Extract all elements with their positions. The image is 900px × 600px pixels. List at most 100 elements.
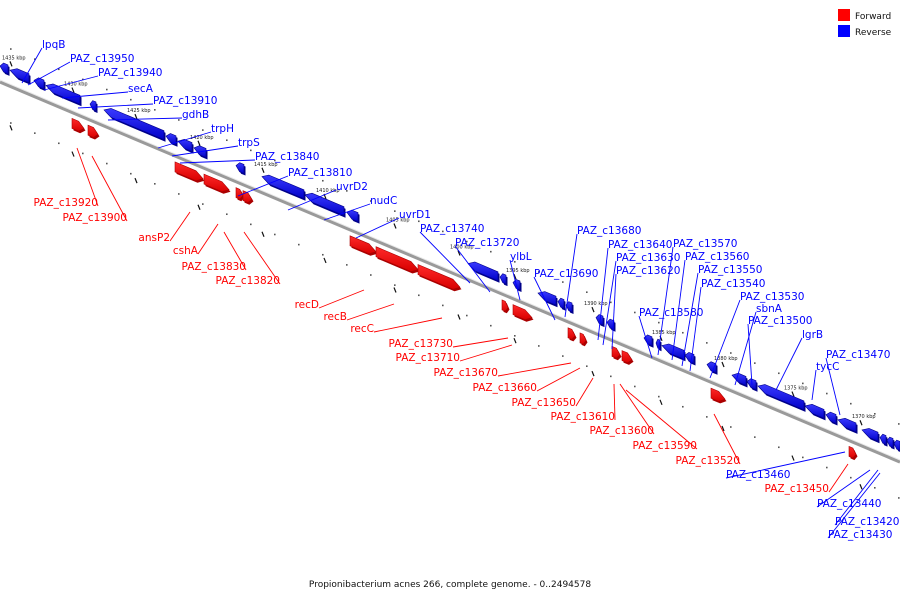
label-paz_c13460[interactable]: PAZ_c13460 xyxy=(726,469,790,481)
label-paz_c13450[interactable]: PAZ_c13450 xyxy=(765,483,829,495)
label-paz_c13420[interactable]: PAZ_c13420 xyxy=(835,516,899,528)
label-tycc[interactable]: tycC xyxy=(816,361,839,373)
label-trps[interactable]: trpS xyxy=(238,137,260,149)
label-paz_c13440[interactable]: PAZ_c13440 xyxy=(817,498,881,510)
label-paz_c13720[interactable]: PAZ_c13720 xyxy=(455,237,519,249)
label-paz_c13520[interactable]: PAZ_c13520 xyxy=(676,455,740,467)
forward-gene-arrow[interactable] xyxy=(235,187,244,200)
forward-gene-arrow[interactable] xyxy=(512,304,533,321)
forward-gene-arrow[interactable] xyxy=(349,235,377,255)
label-paz_c13630[interactable]: PAZ_c13630 xyxy=(616,252,680,264)
reverse-gene-arrow[interactable] xyxy=(886,436,894,448)
label-paz_c13470[interactable]: PAZ_c13470 xyxy=(826,349,890,361)
label-paz_c13740-leader xyxy=(419,231,471,284)
label-nudc[interactable]: nudC xyxy=(370,195,397,207)
label-paz_c13430[interactable]: PAZ_c13430 xyxy=(828,529,892,541)
reverse-gene-arrow[interactable] xyxy=(261,174,305,200)
label-uvrd1[interactable]: uvrD1 xyxy=(399,209,431,221)
label-paz_c13740[interactable]: PAZ_c13740 xyxy=(420,223,484,235)
reverse-gene-arrow[interactable] xyxy=(804,403,825,419)
reverse-gene-arrow[interactable] xyxy=(861,428,879,442)
label-paz_c13710[interactable]: PAZ_c13710 xyxy=(396,352,460,364)
reverse-gene-arrow[interactable] xyxy=(33,77,45,90)
label-recc[interactable]: recC xyxy=(350,323,374,335)
label-recd[interactable]: recD xyxy=(295,299,319,311)
reverse-gene-arrow[interactable] xyxy=(757,384,805,411)
reverse-gene-arrow[interactable] xyxy=(879,433,887,446)
label-paz_c13900[interactable]: PAZ_c13900 xyxy=(63,212,127,224)
forward-gene-arrow[interactable] xyxy=(621,350,633,364)
reverse-gene-arrow[interactable] xyxy=(893,439,900,451)
label-paz_c13600[interactable]: PAZ_c13600 xyxy=(590,425,654,437)
label-ansp2[interactable]: ansP2 xyxy=(138,232,170,244)
forward-gene-arrow[interactable] xyxy=(848,445,857,459)
label-gdhb[interactable]: gdhB xyxy=(182,109,209,121)
reverse-gene-arrow[interactable] xyxy=(89,100,97,112)
label-paz_c13610[interactable]: PAZ_c13610 xyxy=(551,411,615,423)
label-paz_c13680[interactable]: PAZ_c13680 xyxy=(577,225,641,237)
label-paz_c13620[interactable]: PAZ_c13620 xyxy=(616,265,680,277)
reverse-gene-arrow[interactable] xyxy=(837,417,857,433)
reverse-gene-arrow[interactable] xyxy=(103,108,165,141)
forward-gene-arrow[interactable] xyxy=(71,117,85,132)
reverse-gene-arrow[interactable] xyxy=(235,162,245,174)
label-recb[interactable]: recB xyxy=(323,311,347,323)
forward-track-dot xyxy=(10,122,12,124)
reverse-gene-arrow[interactable] xyxy=(731,372,747,386)
label-uvrd2[interactable]: uvrD2 xyxy=(336,181,368,193)
reverse-track-dot xyxy=(58,68,60,71)
label-lpqb[interactable]: lpqB xyxy=(42,39,65,51)
label-seca[interactable]: secA xyxy=(128,83,154,95)
label-paz_c13830[interactable]: PAZ_c13830 xyxy=(182,261,246,273)
label-sbna[interactable]: sbnA xyxy=(756,303,783,315)
label-paz_c13950[interactable]: PAZ_c13950 xyxy=(70,53,134,65)
reverse-gene-arrow[interactable] xyxy=(499,273,507,285)
reverse-track-dot xyxy=(634,311,636,314)
label-paz_c13540[interactable]: PAZ_c13540 xyxy=(701,278,765,290)
label-ylbl[interactable]: ylbL xyxy=(510,251,532,263)
forward-track-dot xyxy=(58,142,60,145)
label-paz_c13570[interactable]: PAZ_c13570 xyxy=(673,238,737,250)
forward-gene-arrow[interactable] xyxy=(375,246,419,272)
forward-gene-arrow[interactable] xyxy=(567,327,576,340)
axis-highlight xyxy=(0,79,900,461)
label-lgrb[interactable]: lgrB xyxy=(802,329,823,341)
label-paz_c13690[interactable]: PAZ_c13690 xyxy=(534,268,598,280)
forward-gene-arrow[interactable] xyxy=(710,387,726,402)
forward-gene-arrow[interactable] xyxy=(501,299,509,312)
reverse-gene-arrow[interactable] xyxy=(706,361,717,374)
label-paz_c13810[interactable]: PAZ_c13810 xyxy=(288,167,352,179)
label-paz_c13840[interactable]: PAZ_c13840 xyxy=(255,151,319,163)
reverse-gene-arrow[interactable] xyxy=(177,138,193,153)
reverse-gene-arrow[interactable] xyxy=(595,314,604,326)
label-paz_c13580[interactable]: PAZ_c13580 xyxy=(639,307,703,319)
forward-gene-arrow[interactable] xyxy=(611,345,621,359)
label-paz_c13500[interactable]: PAZ_c13500 xyxy=(748,315,812,327)
label-paz_c13820[interactable]: PAZ_c13820 xyxy=(216,275,280,287)
label-paz_c13910[interactable]: PAZ_c13910 xyxy=(153,95,217,107)
label-trph[interactable]: trpH xyxy=(211,123,234,135)
reverse-gene-arrow[interactable] xyxy=(0,62,9,75)
label-paz_c13670[interactable]: PAZ_c13670 xyxy=(434,367,498,379)
forward-gene-arrow[interactable] xyxy=(417,264,461,290)
reverse-gene-arrow[interactable] xyxy=(825,411,837,424)
forward-gene-arrow[interactable] xyxy=(579,332,587,345)
label-paz_c13640[interactable]: PAZ_c13640 xyxy=(608,239,672,251)
label-paz_c13530[interactable]: PAZ_c13530 xyxy=(740,291,804,303)
label-paz_c13590[interactable]: PAZ_c13590 xyxy=(633,440,697,452)
label-paz_c13810-leader xyxy=(237,175,289,197)
label-paz_c13730[interactable]: PAZ_c13730 xyxy=(389,338,453,350)
reverse-gene-arrow[interactable] xyxy=(557,297,565,310)
reverse-gene-arrow[interactable] xyxy=(45,83,81,105)
forward-gene-arrow[interactable] xyxy=(87,124,99,138)
label-paz_c13940[interactable]: PAZ_c13940 xyxy=(98,67,162,79)
forward-gene-arrow[interactable] xyxy=(203,173,230,193)
label-paz_c13660[interactable]: PAZ_c13660 xyxy=(473,382,537,394)
label-csha[interactable]: cshA xyxy=(173,245,199,257)
label-paz_c13560[interactable]: PAZ_c13560 xyxy=(685,251,749,263)
forward-gene-arrow[interactable] xyxy=(174,161,204,182)
label-paz_c13920[interactable]: PAZ_c13920 xyxy=(34,197,98,209)
label-paz_c13550[interactable]: PAZ_c13550 xyxy=(698,264,762,276)
label-paz_c13650[interactable]: PAZ_c13650 xyxy=(512,397,576,409)
reverse-gene-arrow[interactable] xyxy=(467,261,499,282)
